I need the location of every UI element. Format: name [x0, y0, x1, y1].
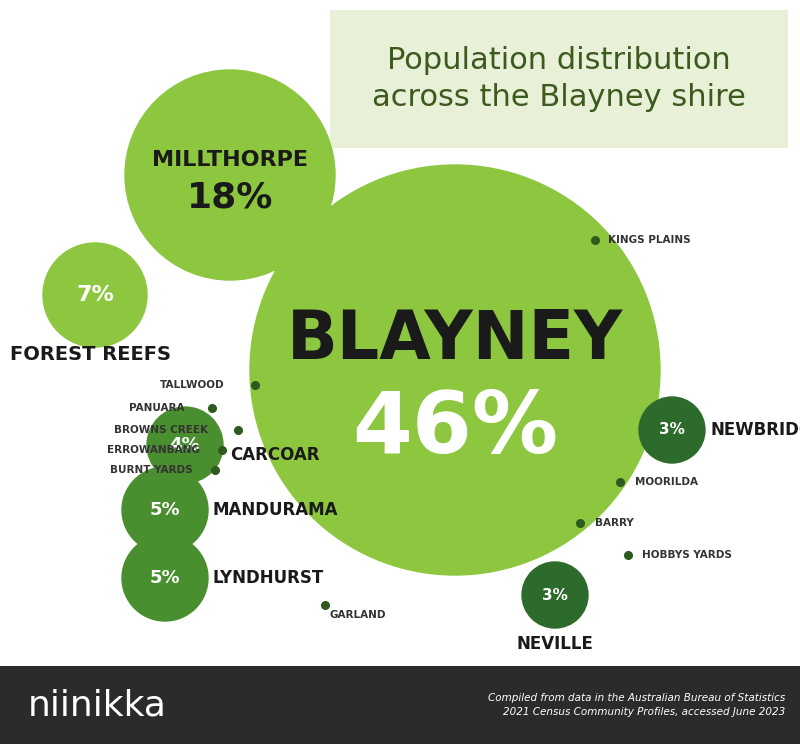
Text: KINGS PLAINS: KINGS PLAINS	[608, 235, 690, 245]
Circle shape	[522, 562, 588, 628]
Text: NEVILLE: NEVILLE	[517, 635, 594, 653]
Circle shape	[250, 165, 660, 575]
Text: GARLAND: GARLAND	[330, 610, 386, 620]
FancyBboxPatch shape	[0, 666, 800, 744]
Circle shape	[122, 535, 208, 621]
Text: FOREST REEFS: FOREST REEFS	[10, 345, 171, 365]
Text: MILLTHORPE: MILLTHORPE	[152, 150, 308, 170]
Text: BARRY: BARRY	[595, 518, 634, 528]
Text: MANDURAMA: MANDURAMA	[212, 501, 338, 519]
Text: niinikka: niinikka	[28, 688, 167, 722]
Text: 5%: 5%	[150, 501, 180, 519]
Circle shape	[125, 70, 335, 280]
Circle shape	[639, 397, 705, 463]
Text: BLAYNEY: BLAYNEY	[287, 307, 623, 373]
Text: 4%: 4%	[170, 436, 200, 454]
Text: MOORILDA: MOORILDA	[635, 477, 698, 487]
Text: BURNT YARDS: BURNT YARDS	[110, 465, 193, 475]
Text: 3%: 3%	[659, 423, 685, 437]
Text: 5%: 5%	[150, 569, 180, 587]
Circle shape	[122, 467, 208, 553]
Text: 3%: 3%	[542, 588, 568, 603]
Text: Compiled from data in the Australian Bureau of Statistics
2021 Census Community : Compiled from data in the Australian Bur…	[488, 693, 785, 717]
Text: NEWBRIDGE: NEWBRIDGE	[710, 421, 800, 439]
Text: 46%: 46%	[352, 388, 558, 472]
Text: 7%: 7%	[76, 285, 114, 305]
Circle shape	[147, 407, 223, 483]
FancyBboxPatch shape	[330, 10, 788, 148]
Text: HOBBYS YARDS: HOBBYS YARDS	[642, 550, 732, 560]
Text: TALLWOOD: TALLWOOD	[160, 380, 225, 390]
Text: ERROWANBANG: ERROWANBANG	[107, 445, 200, 455]
Text: 18%: 18%	[187, 180, 273, 214]
Text: Population distribution
across the Blayney shire: Population distribution across the Blayn…	[372, 46, 746, 112]
Circle shape	[43, 243, 147, 347]
Text: PANUARA: PANUARA	[130, 403, 185, 413]
Text: CARCOAR: CARCOAR	[230, 446, 319, 464]
Text: LYNDHURST: LYNDHURST	[212, 569, 323, 587]
Text: BROWNS CREEK: BROWNS CREEK	[114, 425, 208, 435]
